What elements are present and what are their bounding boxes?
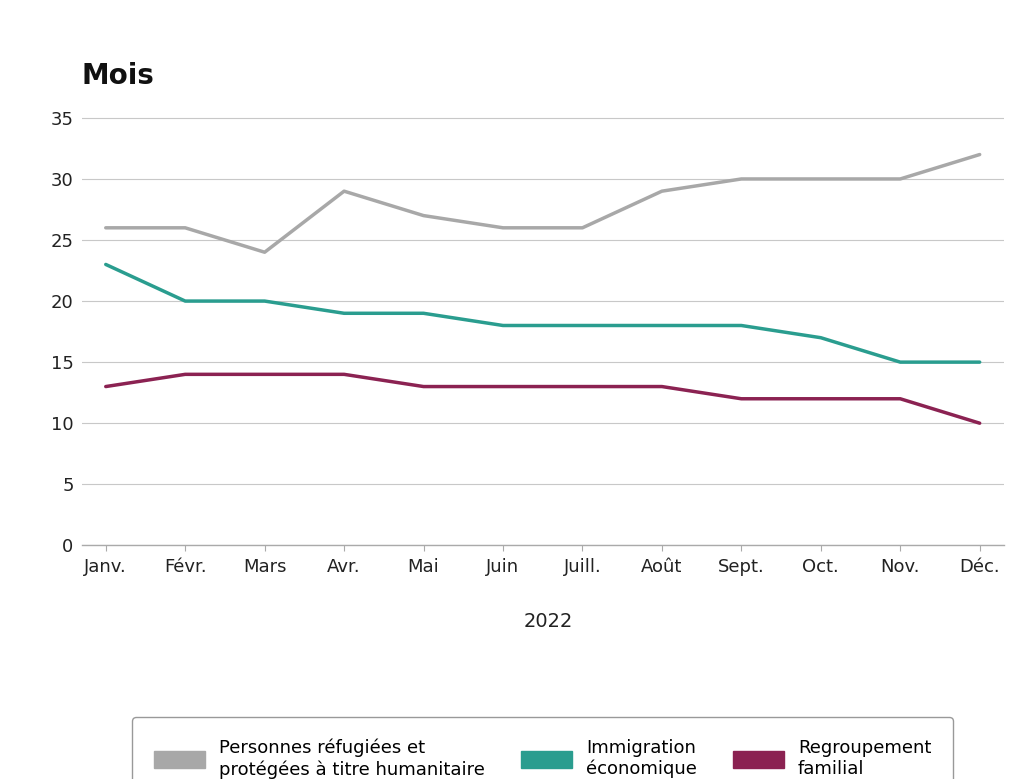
Text: 2022: 2022: [523, 612, 572, 630]
Text: Mois: Mois: [82, 62, 155, 90]
Legend: Personnes réfugiées et
protégées à titre humanitaire, Immigration
économique, Re: Personnes réfugiées et protégées à titre…: [132, 717, 953, 779]
